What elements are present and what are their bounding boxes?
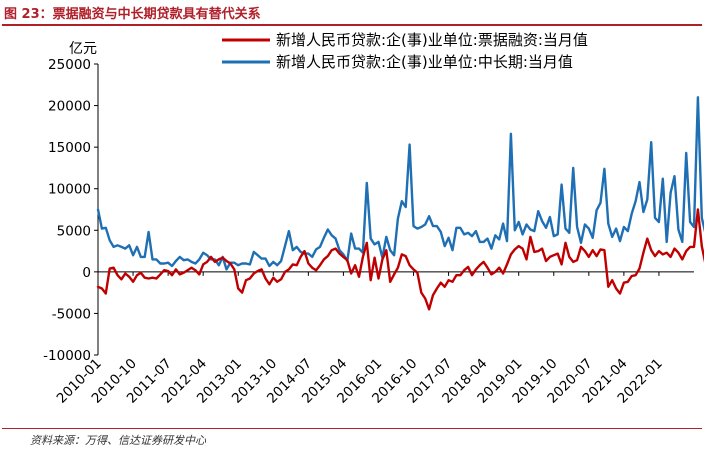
y-tick-label-7: 25000 — [48, 57, 91, 73]
y-tick-label-3: 5000 — [57, 223, 91, 239]
series-line-bill — [96, 208, 704, 311]
y-tick-label-1: -5000 — [52, 306, 91, 322]
plot-area: -10000-500005000100001500020000250002010… — [43, 57, 704, 407]
source-note: 资料来源：万得、信达证券研发中心 — [30, 434, 206, 447]
legend-label-bill: 新增人民币贷款:企(事)业单位:票据融资:当月值 — [276, 31, 588, 49]
y-tick-label-5: 15000 — [48, 140, 91, 156]
y-tick-label-4: 10000 — [48, 182, 91, 198]
footer-rule — [2, 428, 702, 429]
legend: 新增人民币贷款:企(事)业单位:票据融资:当月值 新增人民币贷款:企(事)业单位… — [222, 31, 588, 71]
title-rule — [2, 24, 702, 26]
y-tick-label-6: 20000 — [48, 99, 91, 115]
figure-title: 图 23：票据融资与中长期贷款具有替代关系 — [4, 7, 261, 22]
y-axis-unit: 亿元 — [69, 41, 97, 57]
series-line-long — [96, 96, 704, 271]
legend-label-long: 新增人民币贷款:企(事)业单位:中长期:当月值 — [276, 53, 573, 71]
y-tick-label-0: -10000 — [43, 348, 91, 364]
y-tick-label-2: 0 — [82, 265, 91, 281]
